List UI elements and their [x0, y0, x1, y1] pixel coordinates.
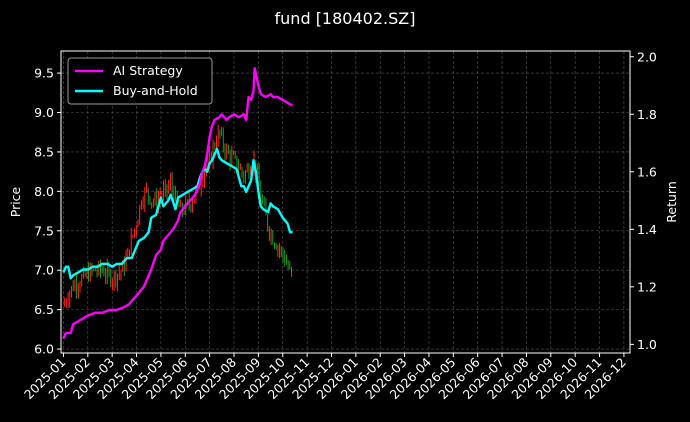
chart-title: fund [180402.SZ]: [275, 9, 416, 28]
y-right-tick-label: 1.0: [637, 337, 657, 352]
y-left-tick-label: 6.0: [34, 342, 54, 357]
y-left-tick-label: 6.5: [34, 302, 54, 317]
y-right-tick-label: 1.4: [637, 222, 657, 237]
legend-box: [67, 57, 213, 105]
ai-strategy-line: [62, 67, 294, 340]
y-left-tick-label: 9.5: [34, 66, 54, 81]
buy-and-hold-line: [62, 147, 293, 280]
y-left-tick-label: 8.5: [34, 144, 54, 159]
y-axis-right: 1.0 1.2 1.4 1.6 1.8 2.0: [630, 49, 657, 352]
y-left-tick-label: 9.0: [34, 105, 54, 120]
y-right-tick-label: 2.0: [637, 49, 657, 64]
legend-bh-label: Buy-and-Hold: [113, 83, 198, 98]
y-right-tick-label: 1.6: [637, 164, 657, 179]
series-lines: [62, 67, 294, 340]
y-axis-left-label: Price: [8, 186, 23, 217]
y-left-tick-label: 7.0: [34, 263, 54, 278]
legend-ai-label: AI Strategy: [113, 63, 183, 78]
y-axis-left: 6.0 6.5 7.0 7.5 8.0 8.5 9.0 9.5: [34, 66, 61, 357]
y-left-tick-label: 7.5: [34, 223, 54, 238]
y-right-tick-label: 1.8: [637, 107, 657, 122]
y-right-tick-label: 1.2: [637, 279, 657, 294]
legend: AI Strategy Buy-and-Hold: [67, 57, 213, 105]
plot-frame: [60, 50, 631, 354]
y-left-tick-label: 8.0: [34, 184, 54, 199]
y-axis-right-label: Return: [664, 181, 679, 222]
